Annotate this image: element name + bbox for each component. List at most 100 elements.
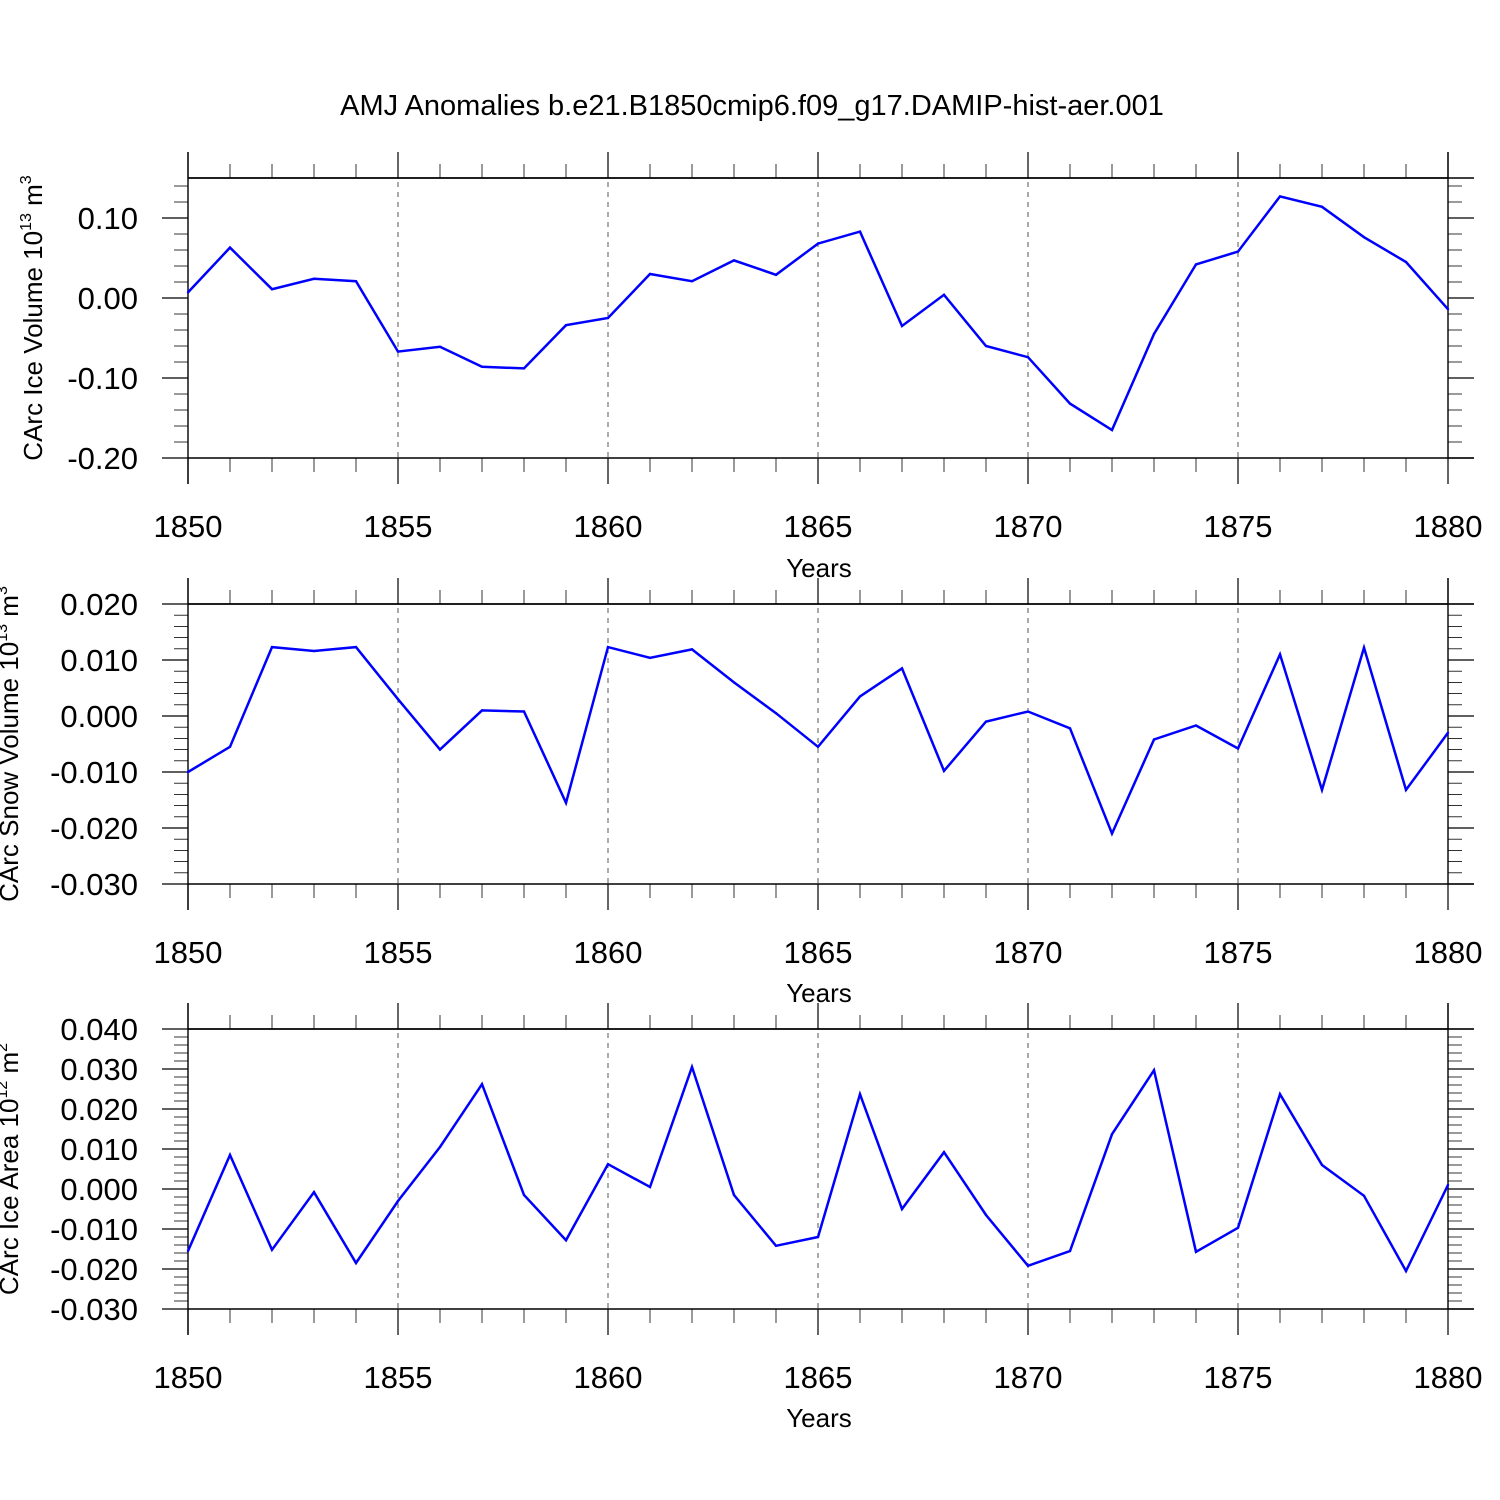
y-tick-label: 0.040 [60,1012,138,1047]
data-point [438,345,442,348]
data-point [1236,1226,1240,1230]
data-point [900,667,904,670]
x-tick-label: 1865 [784,935,853,970]
data-point [942,769,946,773]
data-point [774,1244,778,1248]
data-point [270,645,274,649]
data-point [1026,356,1030,359]
data-point [984,344,988,348]
y-tick-label: 0.010 [60,643,138,678]
y-tick-label: -0.020 [50,811,138,846]
data-point [858,1093,862,1096]
data-point [564,1239,568,1242]
y-tick-label: 0.000 [60,699,138,734]
data-point [900,324,904,328]
y-tick-label: 0.010 [60,1132,138,1167]
data-point [606,645,610,649]
x-tick-label: 1880 [1414,509,1483,544]
x-tick-label: 1870 [994,509,1063,544]
x-tick-label: 1855 [364,935,433,970]
data-point [522,1193,526,1197]
data-point [942,1151,946,1154]
y-tick-label: 0.000 [60,1172,138,1207]
data-point [606,1163,610,1166]
data-point [228,1153,232,1157]
y-axis-label-text: CArc Ice Volume 10 [18,231,48,461]
y-tick-label: -0.010 [50,755,138,790]
data-point [606,316,610,320]
data-point [312,649,316,653]
data-point [564,324,568,327]
x-tick-label: 1870 [994,1360,1063,1395]
y-axis-label: CArc Ice Area 1012 m2 [0,1043,24,1295]
data-point [1068,1249,1072,1253]
x-tick-label: 1850 [154,509,223,544]
y-axis-label-exponent: 13 [0,624,11,642]
data-point [1152,1069,1156,1072]
y-axis-label-text: CArc Snow Volume 10 [0,642,24,902]
x-tick-label: 1850 [154,935,223,970]
data-point [564,801,568,804]
data-point [984,720,988,723]
panel-3: 1850 1855 1860 1865 1870 1875 1880 -0.030 -0.020… [0,1003,1482,1433]
x-tick-label: 1880 [1414,935,1483,970]
y-axis-label: CArc Ice Volume 1013 m3 [18,175,48,460]
data-point [270,288,274,291]
y-tick-label: -0.10 [67,361,138,396]
y-tick-label: 0.00 [78,281,138,316]
data-point [522,367,526,370]
data-point [648,272,652,276]
data-point [1110,428,1114,432]
data-point [1446,731,1450,734]
x-tick-label: 1875 [1204,935,1273,970]
data-point [396,698,400,701]
y-tick-label: -0.030 [50,867,138,902]
data-point [1026,1264,1030,1268]
y-tick-label: 0.020 [60,587,138,622]
data-point [396,1199,400,1203]
data-point [522,710,526,713]
data-point [1446,1183,1450,1187]
data-point [1152,738,1156,741]
y-tick-label: 0.020 [60,1092,138,1127]
data-point [774,712,778,715]
y-axis-label-unit-exponent: 3 [18,175,35,184]
data-point [1068,402,1072,405]
data-point [1194,1250,1198,1254]
x-tick-label: 1860 [574,1360,643,1395]
data-point [648,1185,652,1189]
x-axis-label: Years [786,553,852,583]
data-point [228,246,232,249]
chart-title: AMJ Anomalies b.e21.B1850cmip6.f09_g17.D… [340,90,1164,122]
y-axis-label: CArc Snow Volume 1013 m3 [0,586,24,902]
data-point [354,1261,358,1265]
y-tick-label: 0.10 [78,201,138,236]
x-tick-label: 1860 [574,509,643,544]
data-point [438,748,442,751]
data-point [1320,1163,1324,1167]
x-tick-label: 1860 [574,935,643,970]
data-point [1068,727,1072,730]
y-axis-label-exponent: 12 [0,1081,11,1099]
data-point [648,656,652,659]
data-point [396,350,400,353]
data-point [1236,747,1240,750]
data-point [732,1193,736,1197]
y-tick-label: -0.030 [50,1292,138,1327]
data-point [1152,332,1156,336]
y-axis-label-unit: m [0,595,24,624]
y-axis-label-unit-exponent: 3 [0,586,11,595]
data-point [1194,263,1198,266]
y-axis-label-unit-exponent: 2 [0,1043,11,1052]
y-axis-label-unit: m [0,1052,24,1081]
data-point [774,273,778,276]
data-point [354,645,358,649]
data-point [312,1191,316,1194]
data-point [1278,653,1282,656]
data-point [354,280,358,283]
data-point [312,277,316,280]
data-point [732,259,736,262]
y-axis-label-unit: m [18,184,48,213]
y-tick-label: -0.010 [50,1212,138,1247]
x-axis-label: Years [786,1403,852,1433]
